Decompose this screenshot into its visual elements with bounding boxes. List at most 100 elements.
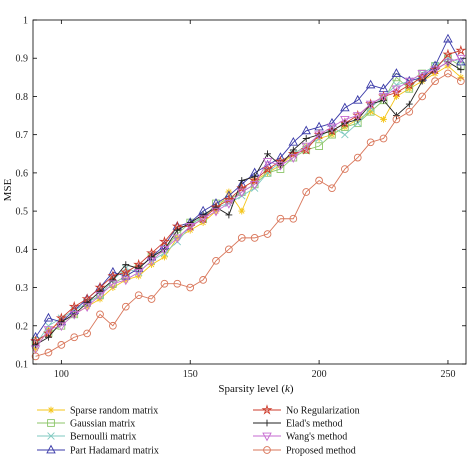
data-point-proposed-method [173, 279, 182, 288]
data-point-proposed-method [405, 107, 414, 116]
data-point-wang-s-method [82, 303, 92, 313]
legend-label-bernoulli-matrix: Bernoulli matrix [70, 432, 136, 443]
data-point-part-hadamard-matrix [391, 68, 402, 77]
legend-marker-proposed-method [263, 446, 271, 454]
data-point-proposed-method [392, 115, 401, 124]
data-point-elad-s-method [289, 146, 297, 154]
data-point-proposed-method [315, 176, 323, 185]
legend-marker-elad-s-method [263, 419, 271, 427]
legend-marker-no-regularization [261, 404, 273, 415]
y-tick-label: 0.1 [16, 360, 29, 371]
data-point-elad-s-method [57, 318, 65, 326]
data-point-wang-s-method [249, 181, 260, 190]
data-point-elad-s-method [405, 100, 413, 108]
y-tick-label: 0.2 [16, 321, 29, 332]
data-point-proposed-method [250, 234, 259, 242]
legend-label-no-regularization: No Regularization [286, 406, 360, 417]
data-point-wang-s-method [95, 291, 105, 301]
data-point-wang-s-method [301, 142, 311, 152]
data-point-proposed-method [70, 333, 79, 342]
legend-item-gaussian-matrix: Gaussian matrix [37, 419, 135, 430]
data-point-wang-s-method [43, 326, 54, 335]
data-point-proposed-method [186, 283, 195, 292]
series-line-bernoulli-matrix [35, 57, 461, 346]
data-point-elad-s-method [199, 211, 207, 219]
data-point-wang-s-method [224, 200, 234, 209]
data-point-wang-s-method [211, 207, 221, 217]
data-point-part-hadamard-matrix [365, 79, 376, 89]
y-tick-label: 0.4 [16, 245, 29, 256]
legend-item-sparse-random-matrix: Sparse random matrix [37, 406, 158, 417]
data-point-wang-s-method [133, 268, 144, 278]
data-point-proposed-method [199, 276, 207, 284]
data-point-sparse-random-matrix [393, 93, 400, 100]
data-point-proposed-method [31, 352, 40, 361]
data-point-wang-s-method [69, 310, 79, 320]
series-layer [30, 33, 467, 361]
data-point-proposed-method [225, 245, 233, 254]
data-point-wang-s-method [378, 93, 389, 102]
data-point-wang-s-method [172, 234, 183, 244]
data-point-part-hadamard-matrix [275, 152, 286, 161]
data-point-elad-s-method [418, 77, 426, 85]
legend-marker-sparse-random-matrix [47, 406, 55, 414]
data-point-proposed-method [83, 329, 91, 338]
data-point-proposed-method [109, 321, 117, 330]
series-line-sparse-random-matrix [35, 65, 462, 349]
data-point-wang-s-method [327, 123, 337, 133]
y-tick-label: 1 [23, 16, 28, 27]
y-tick-label: 0.7 [16, 130, 29, 141]
data-point-part-hadamard-matrix [340, 102, 350, 112]
series-proposed-method [31, 69, 465, 361]
data-point-no-regularization [390, 86, 402, 98]
x-axis-label: Sparsity level (k) [218, 383, 294, 395]
data-point-wang-s-method [56, 322, 67, 332]
legend: Sparse random matrix Gaussian matrix Berno… [37, 404, 360, 457]
data-point-proposed-method [418, 92, 427, 101]
data-point-proposed-method [366, 138, 375, 147]
axes: 100 150 200 250 0.1 0.2 0.3 0.4 0.5 0.6 0.7 0.8 0.9 1 [16, 16, 467, 380]
legend-label-sparse-random-matrix: Sparse random matrix [70, 406, 158, 417]
x-axis-label-close: ) [290, 383, 294, 395]
data-point-sparse-random-matrix [32, 345, 39, 353]
x-tick-label: 100 [54, 369, 69, 380]
data-point-bernoulli-matrix [341, 130, 349, 139]
legend-marker-gaussian-matrix [47, 419, 55, 427]
data-point-no-regularization [68, 300, 80, 312]
y-tick-label: 0.5 [16, 207, 29, 218]
data-point-wang-s-method [288, 154, 299, 163]
data-point-wang-s-method [30, 345, 41, 355]
data-point-wang-s-method [121, 276, 131, 286]
legend-label-gaussian-matrix: Gaussian matrix [70, 419, 135, 430]
data-point-proposed-method [341, 165, 349, 173]
data-point-wang-s-method [159, 245, 170, 255]
legend-label-elad-s-method: Elad's method [286, 419, 343, 430]
data-point-elad-s-method [225, 211, 233, 219]
data-point-elad-s-method [83, 299, 91, 307]
plot-frame [32, 19, 467, 365]
data-point-elad-s-method [457, 66, 465, 74]
data-point-proposed-method [96, 310, 104, 319]
y-tick-label: 0.8 [16, 92, 29, 103]
data-point-part-hadamard-matrix [288, 136, 299, 146]
x-tick-label: 250 [440, 369, 455, 380]
data-point-part-hadamard-matrix [237, 179, 247, 188]
data-point-gaussian-matrix [315, 142, 323, 150]
data-point-part-hadamard-matrix [224, 190, 234, 200]
data-point-wang-s-method [108, 280, 118, 290]
data-point-no-regularization [455, 44, 467, 56]
series-sparse-random-matrix [32, 62, 465, 353]
data-point-wang-s-method [456, 54, 466, 64]
data-point-elad-s-method [212, 203, 220, 211]
data-point-sparse-random-matrix [380, 115, 387, 123]
data-point-proposed-method [289, 214, 298, 223]
data-point-no-regularization [158, 235, 170, 247]
legend-marker-wang-s-method [262, 432, 272, 442]
data-point-no-regularization [236, 182, 248, 193]
data-point-wang-s-method [262, 158, 273, 167]
data-point-wang-s-method [198, 215, 208, 225]
series-wang-s-method [30, 54, 466, 355]
series-line-proposed-method [35, 72, 462, 357]
data-point-proposed-method [263, 230, 272, 238]
